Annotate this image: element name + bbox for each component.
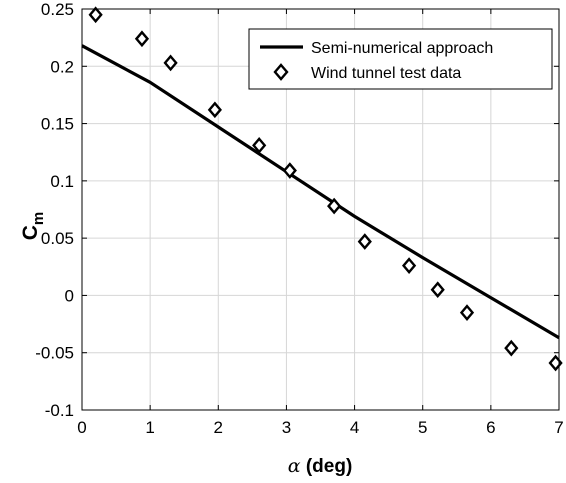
x-tick-label: 1 bbox=[145, 418, 154, 437]
data-point-wind-tunnel bbox=[504, 339, 519, 357]
ticks: 0 1 2 3 4 5 6 7 -0.1 -0.05 0 0.05 0.1 0.15 0.2 0.25 bbox=[35, 0, 563, 437]
legend-box bbox=[248, 28, 553, 90]
y-tick-label: 0 bbox=[65, 286, 74, 305]
data-point-wind-tunnel bbox=[327, 197, 342, 215]
x-tick-label: 5 bbox=[418, 418, 427, 437]
y-tick-label: 0.1 bbox=[50, 172, 74, 191]
data-point-wind-tunnel bbox=[357, 233, 372, 250]
data-point-wind-tunnel bbox=[163, 54, 178, 72]
x-tick-label: 3 bbox=[282, 418, 291, 437]
data-point-wind-tunnel bbox=[88, 6, 103, 24]
y-axis-label-sub: m bbox=[30, 212, 47, 225]
y-tick-label: 0.2 bbox=[50, 57, 74, 76]
y-axis-label: Cm bbox=[19, 212, 47, 241]
y-axis-label-main: C bbox=[19, 225, 42, 240]
y-tick-label: 0.05 bbox=[41, 229, 74, 248]
x-tick-label: 2 bbox=[214, 418, 223, 437]
x-tick-label: 7 bbox=[554, 418, 563, 437]
data-point-wind-tunnel bbox=[207, 101, 222, 119]
data-point-wind-tunnel bbox=[459, 304, 475, 321]
data-point-wind-tunnel bbox=[401, 257, 417, 274]
plot-area-frame bbox=[81, 8, 560, 411]
x-tick-label: 6 bbox=[486, 418, 495, 437]
legend-diamond-marker bbox=[273, 63, 289, 81]
legend-label-wind-tunnel: Wind tunnel test data bbox=[311, 65, 461, 82]
x-axis-label-symbol: α bbox=[288, 455, 301, 477]
legend-label-semi-numerical: Semi-numerical approach bbox=[311, 40, 493, 57]
data-point-wind-tunnel bbox=[282, 162, 297, 179]
data-point-wind-tunnel bbox=[252, 136, 267, 154]
x-tick-label: 4 bbox=[350, 418, 359, 437]
y-tick-label: 0.25 bbox=[41, 0, 74, 19]
y-tick-label: 0.15 bbox=[41, 115, 74, 134]
series-line-semi-numerical bbox=[81, 44, 560, 340]
series-layer bbox=[81, 6, 563, 372]
data-point-wind-tunnel bbox=[134, 30, 150, 48]
y-tick-label: -0.05 bbox=[35, 344, 74, 363]
x-tick-label: 0 bbox=[77, 418, 86, 437]
legend: Semi-numerical approach Wind tunnel test… bbox=[248, 28, 553, 90]
svg-text:Cm: Cm bbox=[19, 212, 47, 241]
x-axis-label: α (deg) bbox=[288, 455, 353, 477]
x-axis-label-text: (deg) bbox=[301, 456, 353, 477]
y-tick-label: -0.1 bbox=[45, 401, 74, 420]
data-point-wind-tunnel bbox=[430, 281, 445, 299]
